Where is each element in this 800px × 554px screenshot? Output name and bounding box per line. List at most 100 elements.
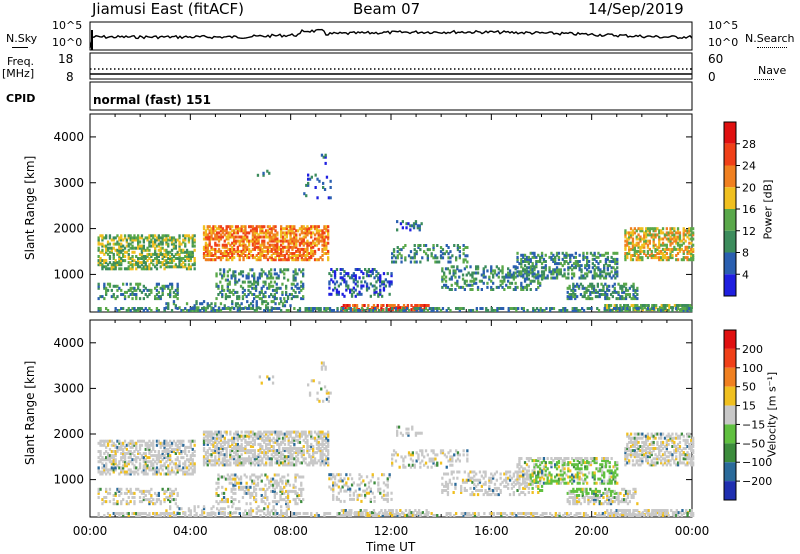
echo-cell [423,244,426,247]
echo-cell [253,227,256,231]
echo-cell [131,236,134,240]
echo-cell [163,267,166,271]
echo-cell [135,466,138,470]
echo-cell [589,251,593,255]
echo-cell [307,177,310,181]
echo-cell [637,307,640,310]
echo-cell [615,290,618,294]
echo-cell [321,254,324,257]
echo-cell [112,295,115,299]
echo-cell [557,251,561,255]
echo-cell [325,449,328,453]
echo-cell [285,432,288,436]
echo-cell [686,256,689,260]
time-tick-label: 00:00 [73,524,108,538]
echo-cell [210,430,213,434]
echo-cell [169,443,172,447]
echo-cell [204,235,208,239]
echo-cell [144,255,147,258]
echo-cell [142,288,145,292]
echo-cell [327,451,330,455]
echo-cell [193,238,196,242]
echo-cell [319,461,322,465]
echo-cell [248,225,251,229]
echo-cell [581,284,584,288]
echo-cell [178,240,181,244]
echo-cell [231,455,234,459]
echo-cell [306,225,309,229]
echo-cell [658,258,661,262]
echo-cell [114,443,117,447]
echo-cell [242,449,245,453]
echo-cell [242,461,245,465]
echo-cell [624,309,627,312]
echo-cell [114,452,117,455]
echo-cell [507,309,510,312]
echo-cell [306,245,309,249]
echo-cell [471,279,474,283]
echo-cell [327,461,330,465]
echo-cell [226,270,229,274]
echo-cell [296,258,300,262]
echo-cell [138,307,142,310]
echo-cell [256,173,260,177]
echo-cell [302,227,305,231]
echo-cell [632,295,635,299]
echo-cell [456,279,459,283]
echo-cell [140,244,144,248]
echo-cell [287,442,290,446]
echo-cell [300,247,303,251]
echo-cell [414,304,417,307]
echo-cell [172,255,176,258]
echo-cell [327,258,330,262]
echo-cell [312,241,315,245]
echo-cell [281,254,285,257]
echo-cell [572,288,575,292]
echo-cell [602,286,605,290]
echo-cell [167,447,170,451]
echo-cell [118,494,121,497]
echo-cell [148,288,151,292]
echo-cell [289,304,292,308]
echo-cell [133,288,136,292]
echo-cell [150,261,153,265]
echo-cell [142,498,145,502]
echo-cell [298,252,302,255]
echo-cell [265,461,268,465]
echo-cell [221,252,224,255]
echo-cell [127,496,130,499]
echo-cell [540,277,544,281]
echo-cell [99,307,102,310]
echo-cell [112,265,115,269]
echo-cell [268,227,271,231]
echo-cell [688,307,691,310]
echo-cell [645,231,648,235]
echo-cell [568,286,571,290]
echo-cell [231,247,234,251]
echo-cell [150,240,153,244]
echo-cell [159,252,162,256]
echo-cell [293,258,296,262]
echo-cell [239,485,243,489]
echo-cell [520,272,523,276]
echo-cell [234,463,238,467]
echo-cell [379,284,382,288]
echo-cell [184,445,187,449]
echo-cell [327,231,330,235]
echo-cell [356,268,359,271]
echo-cell [310,445,313,448]
echo-cell [253,243,256,247]
echo-cell [525,257,529,261]
echo-cell [231,249,234,253]
echo-cell [258,274,261,278]
echo-cell [185,255,189,258]
echo-cell [241,270,245,274]
echo-cell [310,243,313,247]
echo-cell [535,276,538,280]
echo-cell [185,472,189,476]
echo-cell [554,268,557,272]
echo-cell [105,244,108,248]
echo-cell [105,496,108,499]
echo-cell [112,466,115,470]
echo-cell [101,470,104,474]
